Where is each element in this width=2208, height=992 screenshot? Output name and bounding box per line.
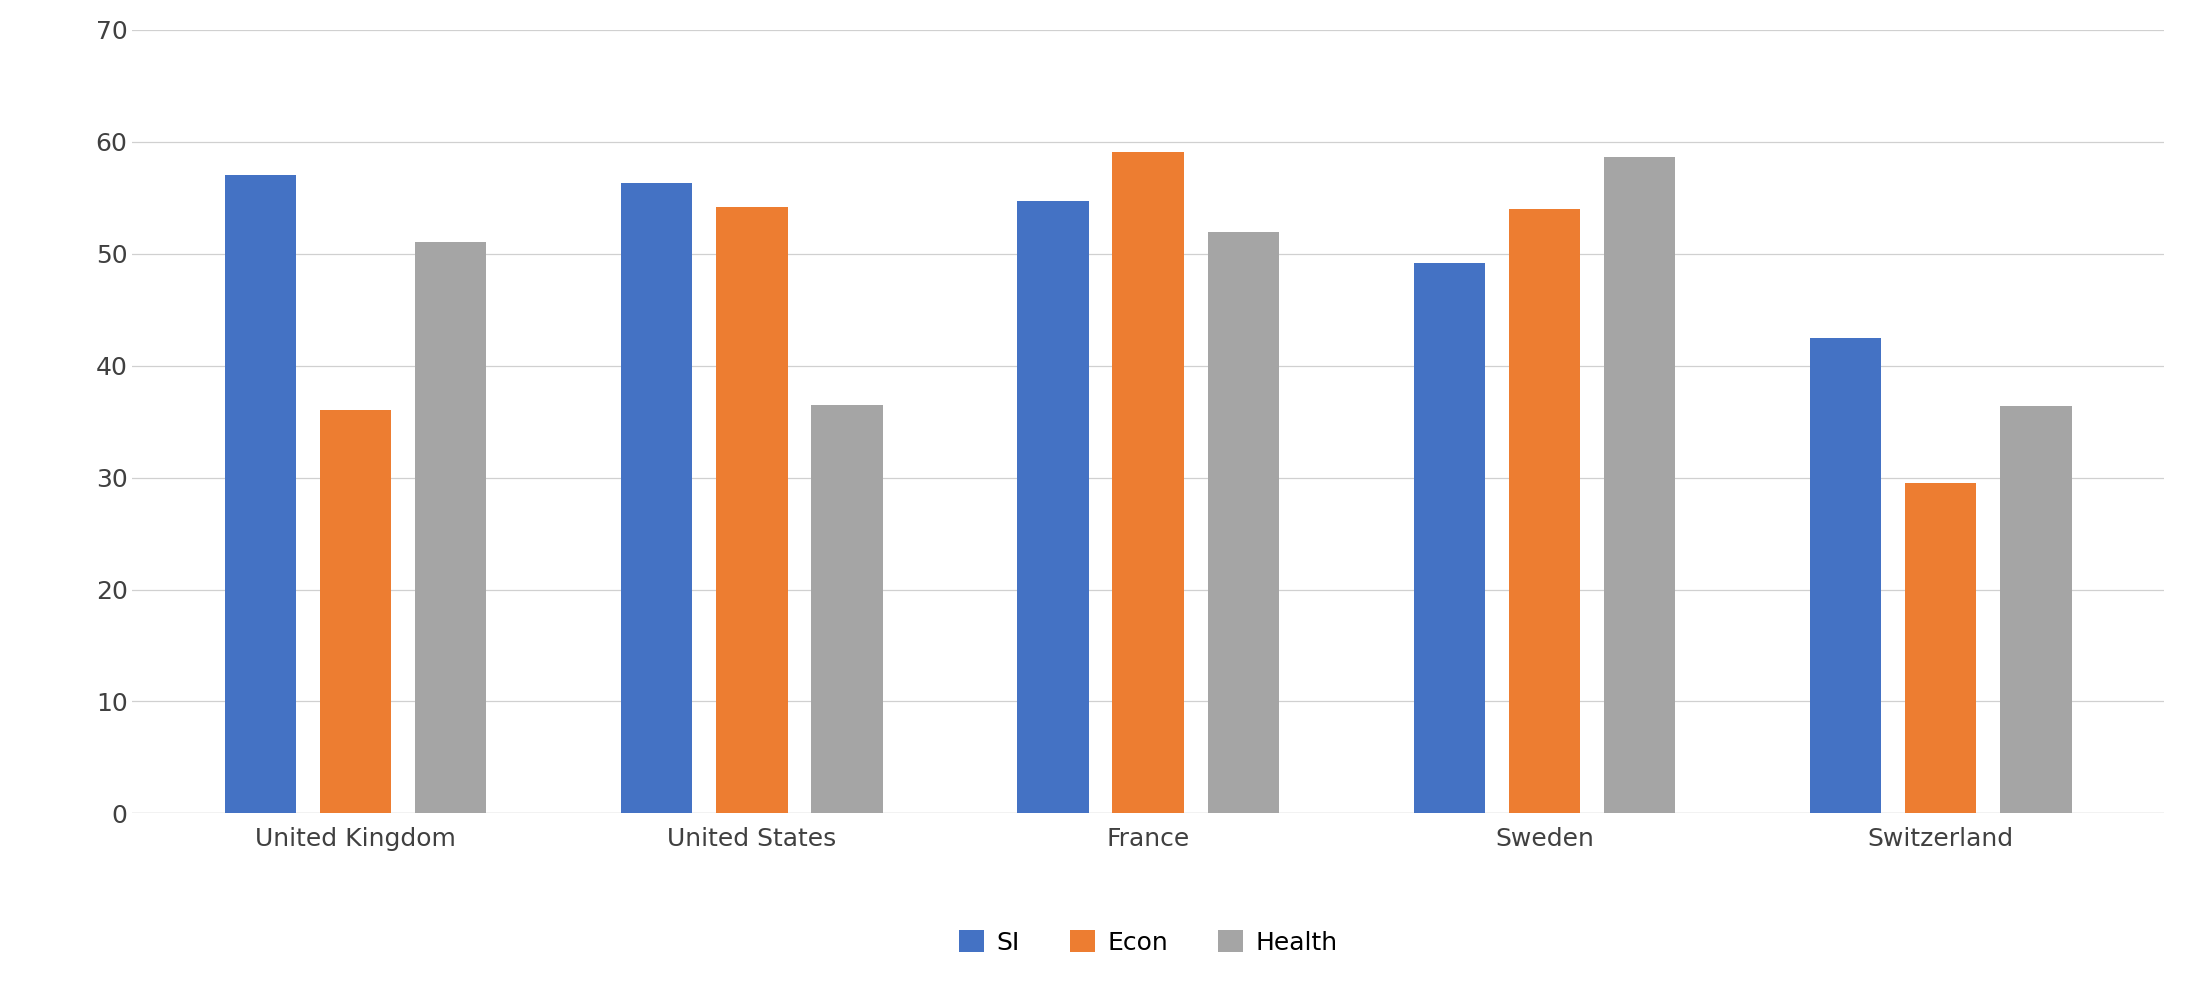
Bar: [1508, 209, 1581, 813]
Bar: [1603, 158, 1676, 813]
Bar: [1113, 152, 1183, 813]
Legend: SI, Econ, Health: SI, Econ, Health: [949, 920, 1347, 965]
Bar: [1208, 232, 1278, 813]
Bar: [415, 242, 486, 813]
Bar: [1018, 201, 1089, 813]
Bar: [810, 405, 883, 813]
Bar: [2000, 406, 2071, 813]
Bar: [620, 184, 693, 813]
Bar: [1906, 483, 1976, 813]
Bar: [1811, 337, 1881, 813]
Bar: [320, 411, 391, 813]
Bar: [715, 206, 788, 813]
Bar: [1413, 263, 1486, 813]
Bar: [225, 176, 296, 813]
